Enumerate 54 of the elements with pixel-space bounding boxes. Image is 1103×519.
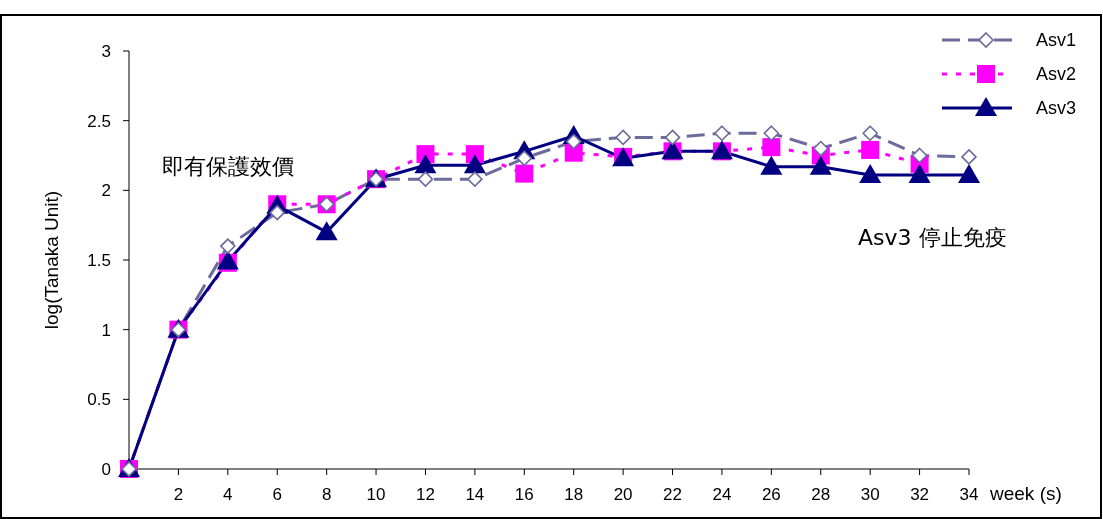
x-tick-label: 6 (272, 485, 282, 504)
point (859, 164, 882, 184)
y-tick-label: 0 (101, 460, 111, 479)
point (961, 149, 977, 165)
x-tick-label: 20 (613, 485, 633, 504)
point (958, 164, 980, 184)
point (809, 155, 832, 175)
x-tick-label: 34 (959, 485, 979, 504)
x-tick-label: 14 (465, 485, 485, 504)
point (463, 154, 486, 174)
y-tick-label: 2 (101, 181, 111, 201)
y-tick-label: 1 (101, 320, 111, 340)
point (515, 164, 534, 183)
point (911, 147, 928, 164)
annotation: Asv3 停止免疫 (858, 225, 1007, 250)
point (664, 129, 681, 146)
point (862, 125, 878, 142)
point (908, 164, 931, 184)
legend-label: Asv1 (1036, 30, 1077, 50)
x-tick-label: 30 (860, 485, 880, 504)
y-tick-label: 2.5 (87, 111, 111, 131)
point (417, 171, 434, 187)
point (760, 155, 783, 175)
x-tick-label: 26 (761, 485, 781, 504)
x-tick-label: 28 (811, 485, 831, 504)
annotation: 即有保護效價 (162, 154, 294, 179)
point (714, 125, 730, 142)
x-tick-label: 32 (910, 485, 930, 504)
point (564, 143, 583, 162)
point (763, 125, 780, 142)
x-axis-title: week (s) (989, 483, 1062, 504)
x-tick-label: 16 (514, 485, 534, 504)
x-tick-label: 8 (321, 485, 332, 504)
legend-label: Asv2 (1036, 64, 1077, 84)
y-tick-label: 1.5 (87, 251, 111, 270)
point (414, 154, 437, 174)
point (861, 140, 880, 159)
legend-label: Asv3 (1036, 98, 1077, 118)
x-tick-label: 10 (366, 485, 386, 504)
point (615, 129, 631, 146)
x-tick-label: 22 (663, 485, 682, 504)
point (762, 138, 781, 157)
y-tick-label: 0.5 (87, 390, 111, 410)
y-tick-label: 3 (101, 42, 111, 61)
x-tick-label: 12 (416, 485, 435, 504)
point (315, 221, 338, 241)
x-tick-label: 4 (223, 485, 233, 504)
point (812, 140, 829, 157)
x-tick-label: 18 (564, 485, 584, 504)
point (467, 171, 483, 187)
point (220, 238, 236, 254)
x-tick-label: 24 (712, 485, 732, 504)
y-axis-title: log(Tanaka Unit) (41, 190, 62, 330)
x-tick-label: 2 (173, 485, 184, 504)
